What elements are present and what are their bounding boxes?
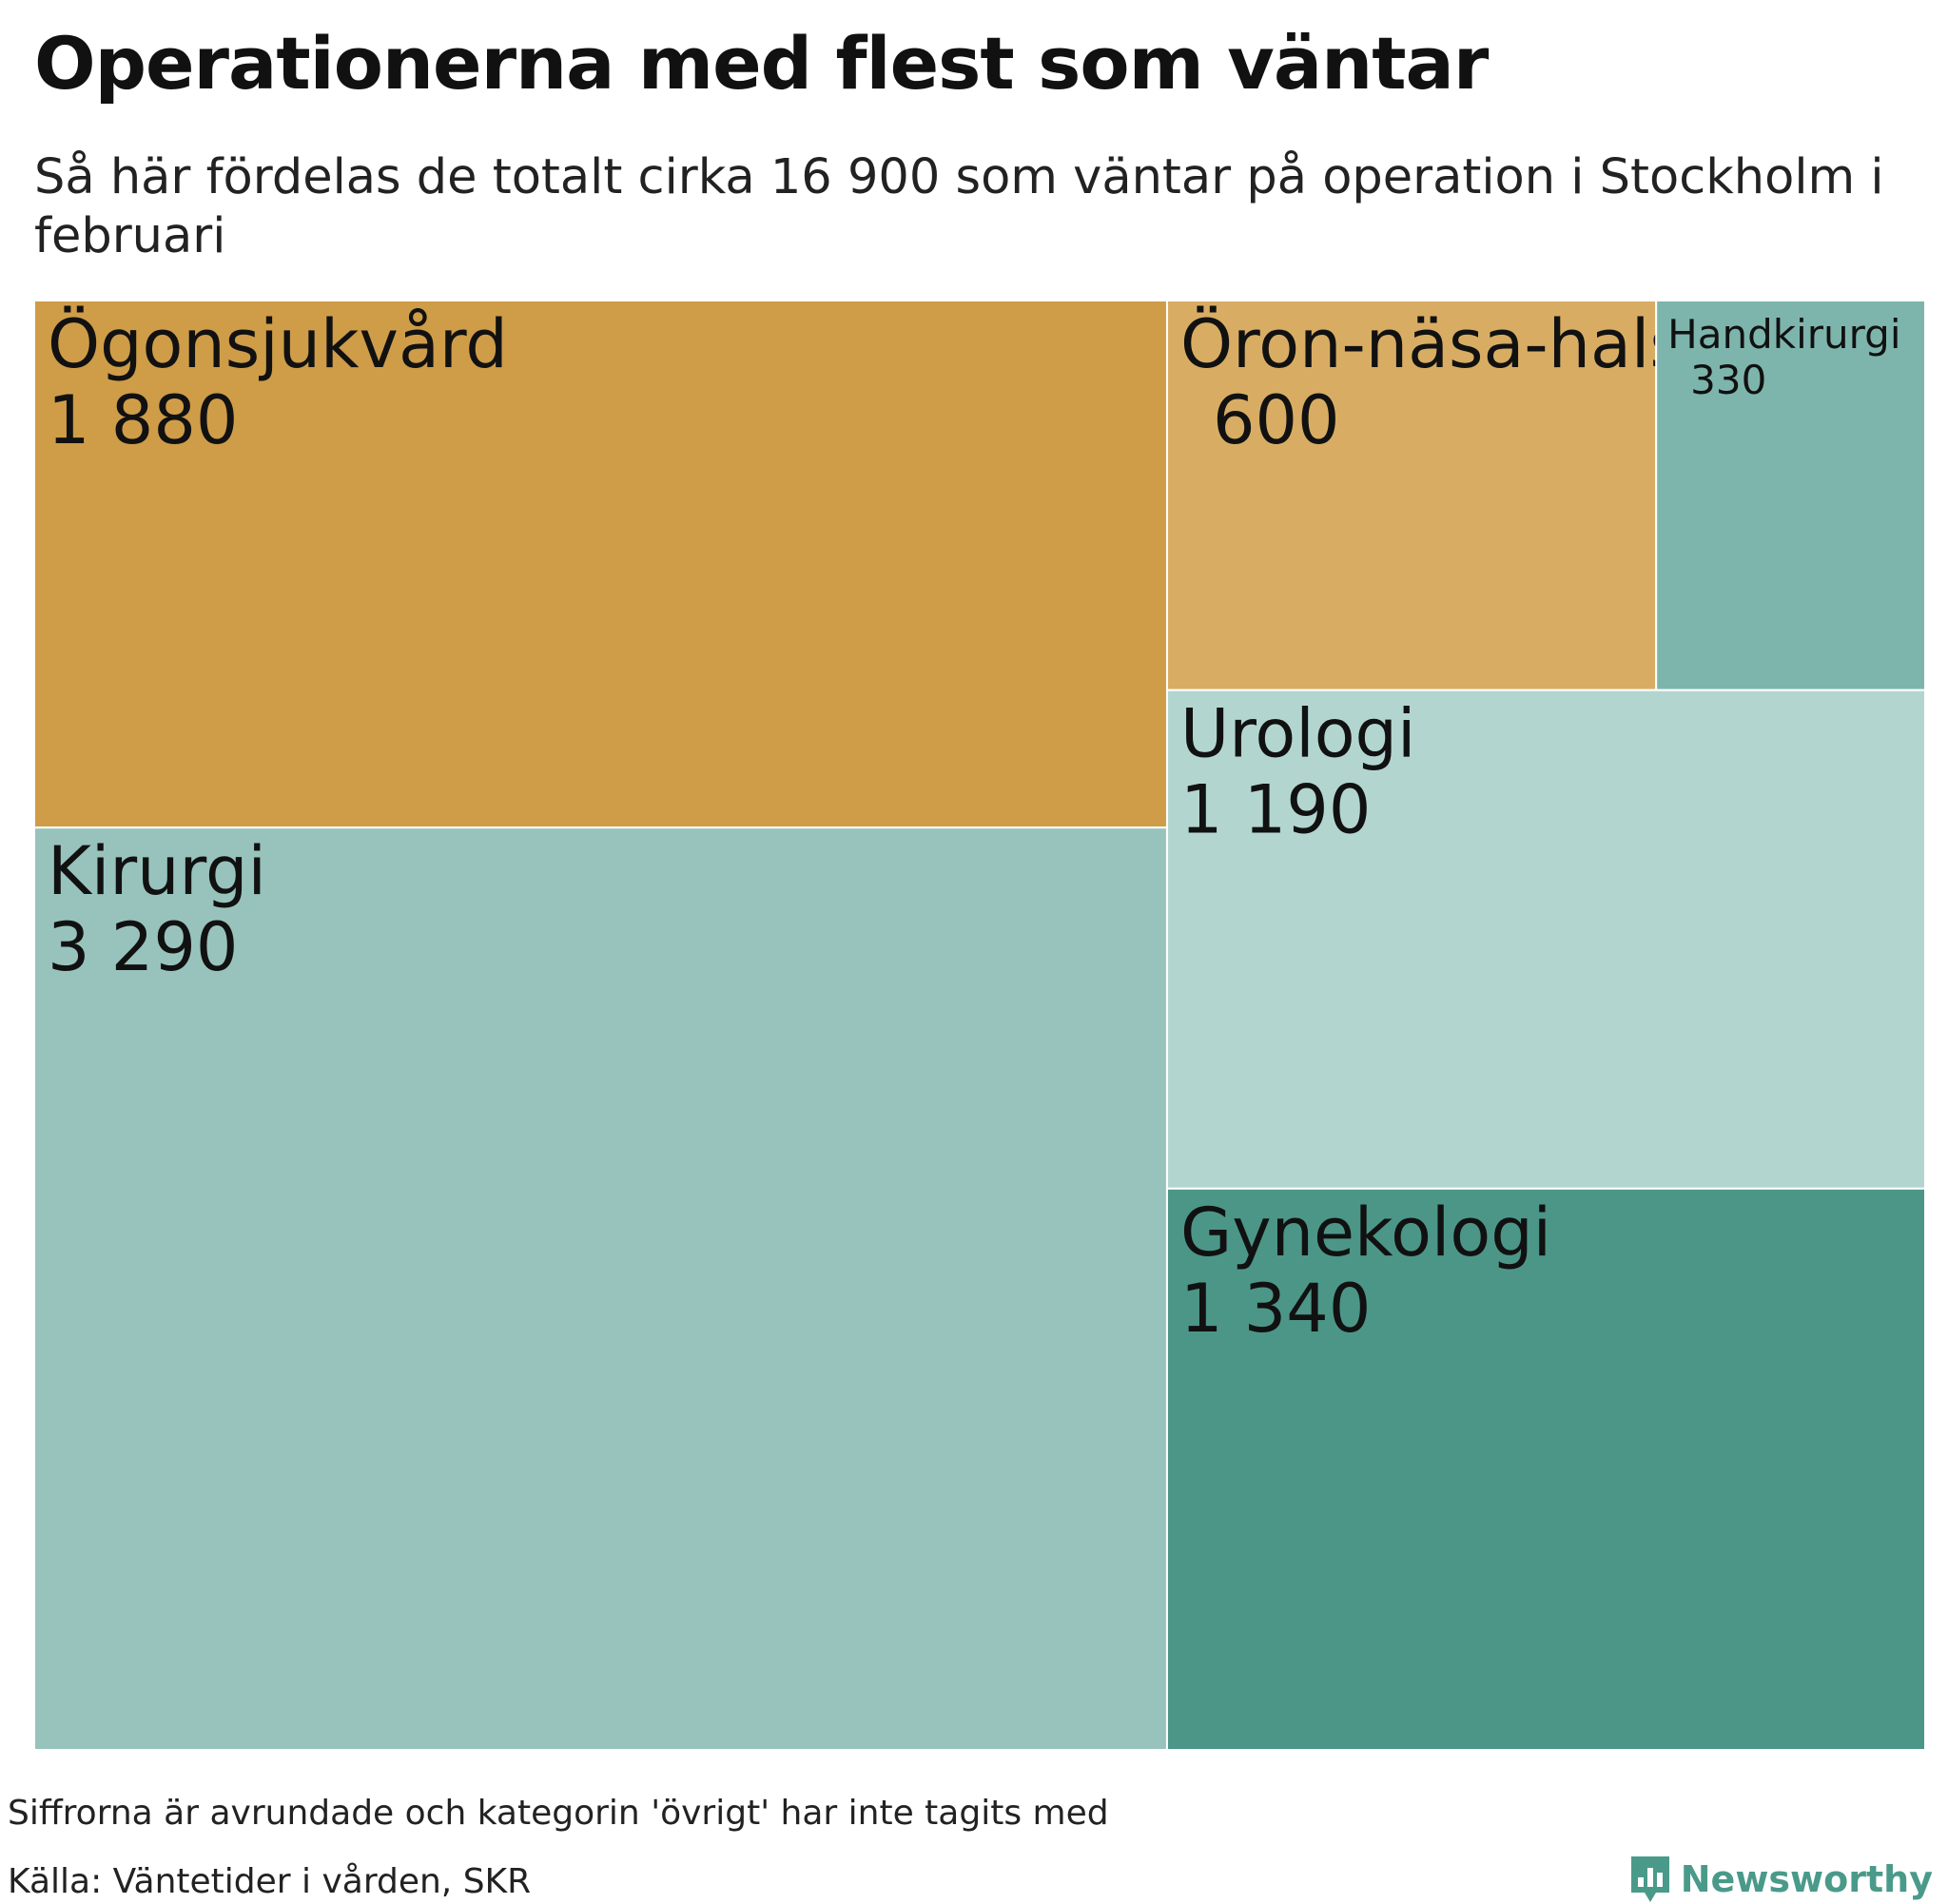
tile-handkirurgi <box>1655 301 1925 691</box>
label-handkirurgi: Handkirurgi <box>1667 311 1900 358</box>
chart-subtitle: Så här fördelas de totalt cirka 16 900 s… <box>34 149 1884 264</box>
tile-ogonsjukvard <box>34 301 1168 829</box>
footnote: Siffrorna är avrundade och kategorin 'öv… <box>8 1794 1109 1833</box>
newsworthy-icon <box>1630 1856 1669 1902</box>
source-note: Källa: Väntetider i vården, SKR <box>8 1862 532 1901</box>
value-handkirurgi: 330 <box>1690 357 1766 403</box>
label-urologi: Urologi <box>1180 695 1415 773</box>
chart-title: Operationerna med flest som väntar <box>34 21 1489 106</box>
tile-urologi <box>1165 689 1925 1190</box>
value-ogonsjukvard: 1 880 <box>48 381 238 459</box>
tile-kirurgi <box>34 826 1168 1750</box>
brand-name: Newsworthy <box>1680 1858 1933 1900</box>
label-gynekologi: Gynekologi <box>1180 1194 1551 1272</box>
value-oron-nasa-hals: 600 <box>1213 381 1340 459</box>
brand-logo: Newsworthy <box>1629 1855 1933 1904</box>
value-gynekologi: 1 340 <box>1180 1270 1371 1348</box>
value-kirurgi: 3 290 <box>48 908 238 986</box>
label-oron-nasa-hals: Öron-näsa-hals <box>1180 305 1685 383</box>
value-urologi: 1 190 <box>1180 771 1371 849</box>
label-kirurgi: Kirurgi <box>48 832 266 910</box>
label-ogonsjukvard: Ögonsjukvård <box>48 305 508 383</box>
tile-gynekologi <box>1165 1187 1925 1750</box>
